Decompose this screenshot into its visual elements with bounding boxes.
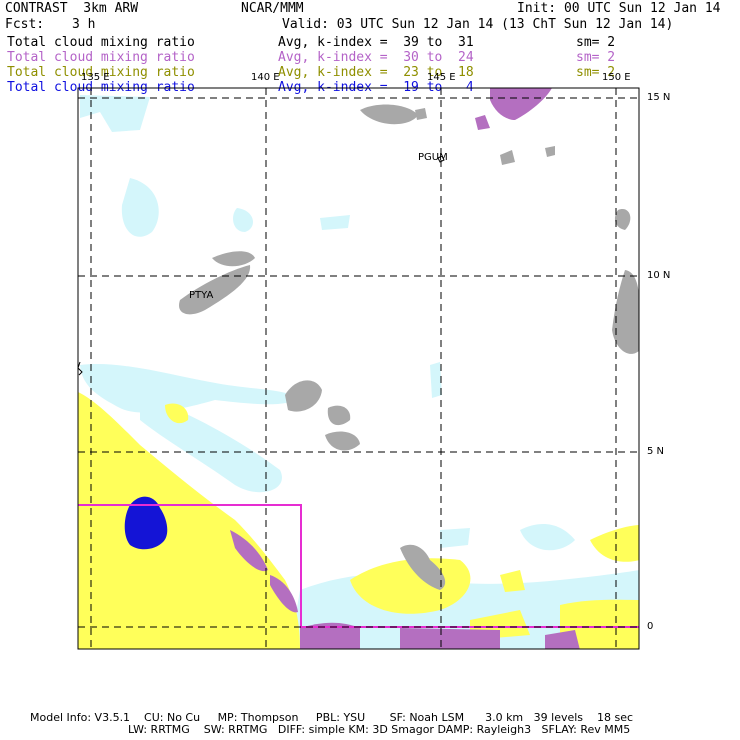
legend-stat: Avg, k-index = 30 to 24 bbox=[278, 50, 474, 65]
legend-smooth: sm= 2 bbox=[576, 65, 616, 80]
lon-label-145e: 145 E bbox=[427, 72, 456, 83]
lat-label-5n: 5 N bbox=[647, 446, 665, 457]
station-label-pgum: PGUM bbox=[418, 152, 448, 163]
coastline-mark bbox=[437, 155, 445, 163]
lon-label-140e: 140 E bbox=[251, 72, 280, 83]
legend-field: Total cloud mixing ratio bbox=[7, 65, 195, 80]
legend-stat: Avg, k-index = 39 to 31 bbox=[278, 35, 474, 50]
legend-smooth: sm= 2 bbox=[576, 50, 616, 65]
domain-boundary-box bbox=[78, 504, 639, 628]
model-info-line1: Model Info: V3.5.1 CU: No Cu MP: Thompso… bbox=[30, 711, 634, 724]
org-label: NCAR/MMM bbox=[241, 1, 304, 16]
fcst-value: 3 h bbox=[72, 17, 96, 32]
lat-label-0: 0 bbox=[647, 621, 654, 632]
station-label-ptya: PTYA bbox=[189, 290, 214, 301]
model-info-line2: LW: RRTMG SW: RRTMG DIFF: simple KM: 3D … bbox=[128, 723, 631, 736]
model-title: CONTRAST 3km ARW bbox=[5, 1, 139, 16]
valid-time: Valid: 03 UTC Sun 12 Jan 14 (13 ChT Sun … bbox=[282, 17, 674, 32]
blue-cloud-core bbox=[124, 496, 168, 550]
lat-label-15n: 15 N bbox=[647, 92, 671, 103]
init-time: Init: 00 UTC Sun 12 Jan 14 bbox=[517, 1, 721, 16]
coastline-mark bbox=[77, 361, 83, 376]
lat-label-10n: 10 N bbox=[647, 270, 671, 281]
purple-cloud-layer bbox=[230, 88, 580, 649]
fcst-label: Fcst: bbox=[5, 17, 45, 32]
legend-field: Total cloud mixing ratio bbox=[7, 35, 195, 50]
lon-label-150e: 150 E bbox=[602, 72, 631, 83]
lat-lon-grid bbox=[78, 88, 639, 649]
legend-field: Total cloud mixing ratio bbox=[7, 50, 195, 65]
legend-smooth: sm= 2 bbox=[576, 35, 616, 50]
lon-label-135e: 135 E bbox=[81, 72, 110, 83]
legend-stat: Avg, k-index = 23 to 18 bbox=[278, 65, 474, 80]
gray-cloud-layer bbox=[179, 104, 639, 590]
